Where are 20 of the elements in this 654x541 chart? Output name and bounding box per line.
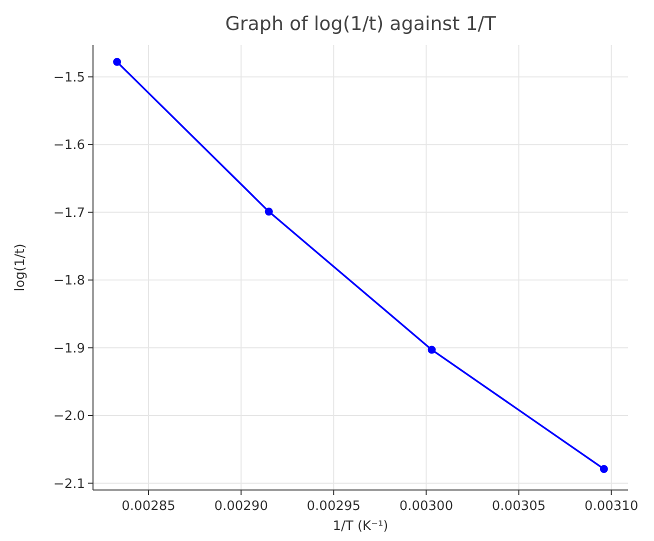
x-tick-label: 0.00295 [306,499,361,514]
x-tick-label: 0.00300 [399,499,454,514]
x-tick-label: 0.00290 [214,499,268,514]
x-tick-label: 0.00285 [122,499,176,514]
x-axis-title: 1/T (K⁻¹) [332,519,388,534]
y-tick-label: −1.9 [53,341,85,356]
point [600,465,608,474]
y-axis-title: log(1/t) [13,244,28,292]
y-tick-label: −1.6 [53,138,85,154]
x-tick-label: 0.00310 [584,499,638,514]
y-tick-label: −1.8 [53,274,85,289]
chart-title: Graph of log(1/t) against 1/T [225,13,496,35]
y-tick-label: −1.7 [53,206,85,221]
y-tick-label: −2.1 [53,476,85,492]
y-tick-label: −2.0 [53,409,85,424]
y-tick-label: −1.5 [53,70,85,86]
point [264,208,273,216]
x-tick-label: 0.00305 [492,499,546,514]
point [428,346,436,354]
point [113,58,122,66]
